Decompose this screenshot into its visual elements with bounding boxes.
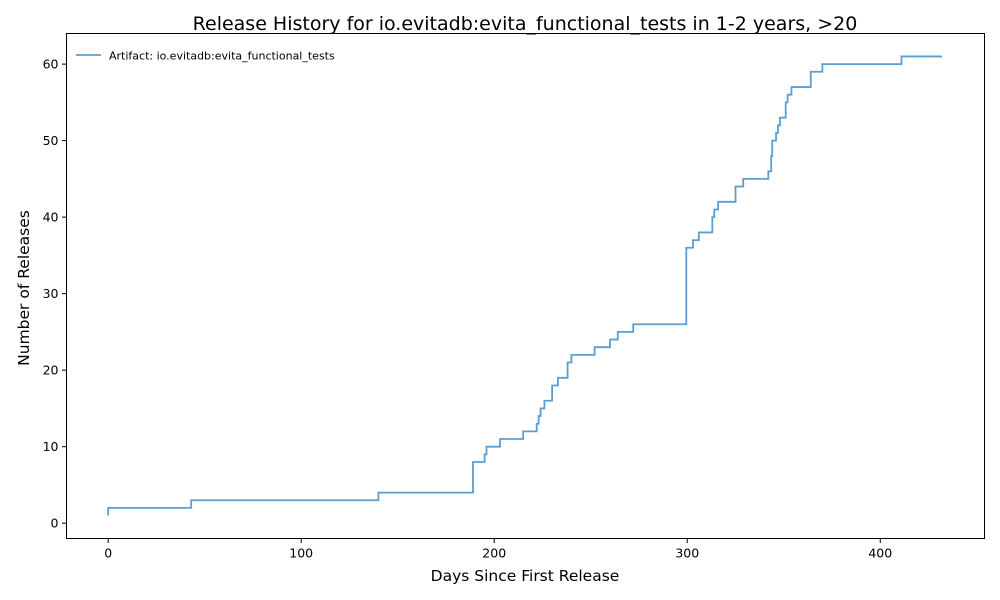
plot-area	[107, 55, 943, 516]
legend: Artifact: io.evitadb:evita_functional_te…	[76, 50, 335, 63]
x-tick-label: 0	[104, 546, 112, 561]
chart-title: Release History for io.evitadb:evita_fun…	[193, 13, 858, 35]
y-tick-label: 0	[51, 516, 59, 531]
x-tick-label: 100	[289, 546, 313, 561]
x-tick-label: 400	[868, 546, 892, 561]
y-axis: 0 10 20 30 40 50 60	[43, 57, 67, 531]
x-tick-label: 300	[675, 546, 699, 561]
y-axis-title: Number of Releases	[15, 210, 33, 366]
y-tick-label: 40	[43, 210, 59, 225]
x-axis-title: Days Since First Release	[431, 567, 620, 585]
y-tick-label: 50	[43, 133, 59, 148]
y-tick-label: 60	[43, 57, 59, 72]
series-line	[107, 55, 943, 516]
x-axis: 0 100 200 300 400	[104, 538, 892, 561]
plot-frame	[66, 33, 985, 539]
legend-label: Artifact: io.evitadb:evita_functional_te…	[109, 50, 335, 63]
y-tick-label: 30	[43, 286, 59, 301]
x-tick-label: 200	[482, 546, 506, 561]
y-tick-label: 20	[43, 363, 59, 378]
y-tick-label: 10	[43, 439, 59, 454]
